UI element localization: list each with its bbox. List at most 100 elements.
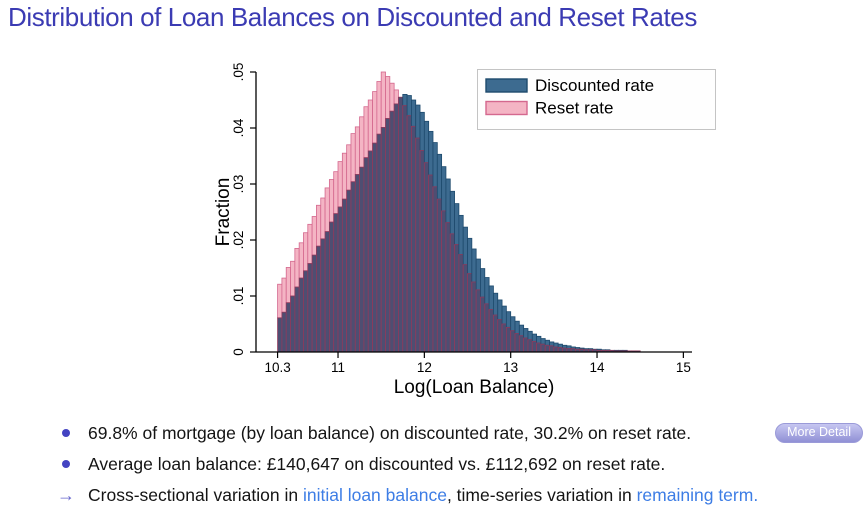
legend-swatch-discounted — [485, 78, 528, 93]
reset-rate-bar — [385, 76, 391, 119]
overlap-bar — [411, 125, 417, 353]
overlap-bar — [428, 174, 434, 353]
discounted-rate-bar — [454, 203, 460, 245]
overlap-bar — [385, 118, 391, 353]
overlap-bar — [380, 127, 386, 353]
discounted-rate-bar — [488, 285, 494, 310]
inline-link[interactable]: remaining term. — [636, 485, 759, 505]
overlap-bar — [501, 323, 507, 353]
overlap-bar — [458, 254, 464, 353]
bullet-row: → Cross-sectional variation in initial lo… — [44, 484, 863, 506]
overlap-bar — [505, 326, 512, 353]
reset-rate-bar — [363, 106, 369, 159]
arrow-right-icon: → — [44, 484, 88, 506]
x-tick-label: 13 — [503, 360, 518, 375]
overlap-bar — [544, 344, 550, 353]
discounted-rate-bar — [411, 99, 417, 127]
overlap-bar — [467, 273, 473, 353]
overlap-bar — [523, 337, 529, 353]
overlap-bar — [497, 319, 503, 353]
overlap-bar — [557, 347, 563, 353]
discounted-rate-bar — [501, 305, 507, 325]
reset-rate-bar — [354, 126, 361, 175]
bullet-dot-icon — [44, 422, 88, 444]
overlap-bar — [402, 105, 408, 353]
overlap-bar — [359, 166, 365, 353]
overlap-bar — [493, 314, 499, 353]
overlap-bar — [514, 333, 520, 353]
discounted-rate-bar — [415, 104, 421, 139]
overlap-bar — [298, 277, 304, 353]
x-axis-title: Log(Loan Balance) — [394, 377, 555, 398]
reset-rate-bar — [376, 81, 382, 135]
reset-rate-bar — [311, 216, 317, 256]
overlap-bar — [510, 330, 516, 353]
discounted-rate-bar — [493, 292, 499, 316]
overlap-bar — [341, 198, 348, 353]
overlap-bar — [389, 110, 395, 353]
overlap-bar — [540, 343, 546, 353]
reset-rate-bar — [389, 82, 395, 112]
x-tick-label: 14 — [590, 360, 606, 375]
overlap-bar — [415, 137, 421, 353]
legend-label-discounted: Discounted rate — [535, 76, 654, 95]
discounted-rate-bar — [406, 95, 412, 117]
overlap-bar — [337, 206, 343, 353]
bullet-row: Average loan balance: £140,647 on discou… — [44, 453, 863, 475]
axes: 10.3 11 12 13 14 15 0 .01 .02 .03 .04 .05 Log(Loan B… — [215, 63, 692, 398]
overlap-bar — [367, 150, 373, 353]
loan-balance-histogram-chart: 10.3 11 12 13 14 15 0 .01 .02 .03 .04 .05 Log(Loan B… — [215, 63, 716, 398]
discounted-rate-bar — [531, 333, 537, 342]
overlap-bar — [436, 198, 443, 353]
overlap-bar — [518, 335, 525, 353]
bullet-dot-icon — [62, 429, 70, 437]
discounted-rate-bar — [505, 311, 512, 328]
overlap-bar — [290, 295, 296, 353]
overlap-bar — [333, 213, 339, 353]
overlap-bar — [454, 244, 460, 353]
reset-rate-bar — [359, 116, 365, 168]
overlap-bar — [346, 189, 352, 353]
reset-rate-bar — [290, 260, 296, 297]
reset-rate-bar — [367, 99, 373, 152]
discounted-rate-bar — [462, 226, 468, 266]
overlap-bar — [303, 270, 309, 353]
discounted-rate-bar — [523, 328, 529, 339]
discounted-rate-bar — [467, 237, 473, 275]
reset-rate-bar — [294, 247, 300, 288]
overlap-bar — [311, 254, 317, 353]
discounted-rate-bar — [527, 330, 533, 341]
discounted-rate-bar — [497, 299, 503, 320]
overlap-bar — [449, 233, 455, 353]
reset-rate-bar — [346, 144, 352, 191]
discounted-rate-bar — [436, 153, 443, 200]
reset-rate-bar — [341, 152, 348, 200]
discounted-rate-bar — [423, 120, 430, 164]
overlap-bar — [445, 222, 451, 353]
reset-rate-bar — [281, 277, 287, 313]
reset-rate-bar — [380, 71, 386, 128]
x-tick-label: 10.3 — [264, 360, 290, 375]
legend: Discounted rate Reset rate — [477, 69, 716, 130]
overlap-bar — [398, 96, 404, 353]
more-detail-button[interactable]: More Detail — [775, 423, 863, 443]
inline-link[interactable]: initial loan balance — [302, 485, 447, 505]
discounted-rate-bar — [458, 214, 464, 255]
overlap-bar — [441, 210, 447, 353]
y-tick-label: .04 — [231, 118, 246, 137]
reset-rate-bar — [303, 232, 309, 272]
reset-rate-bar — [337, 161, 343, 208]
discounted-rate-bar — [445, 178, 451, 224]
reset-rate-bar — [320, 197, 326, 240]
overlap-bar — [294, 286, 300, 353]
y-axis-title: Fraction — [215, 178, 234, 247]
overlap-bar — [372, 142, 378, 353]
page-title: Distribution of Loan Balances on Discoun… — [8, 2, 697, 32]
overlap-bar — [471, 281, 477, 353]
overlap-bar — [350, 181, 356, 353]
reset-rate-bar — [307, 223, 313, 264]
discounted-rate-bar — [428, 130, 434, 176]
histogram-bars — [277, 71, 641, 353]
overlap-bar — [376, 133, 382, 353]
discounted-rate-bar — [510, 316, 516, 332]
